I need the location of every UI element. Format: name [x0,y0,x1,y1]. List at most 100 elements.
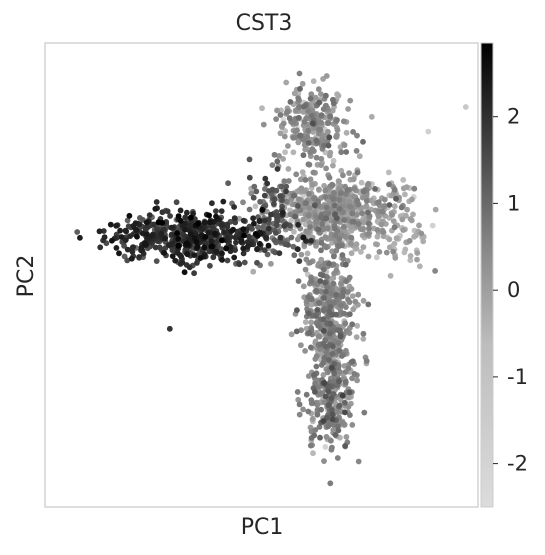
scatter-point [116,250,122,257]
scatter-point [327,113,333,120]
scatter-point [300,283,307,290]
scatter-point [342,320,349,327]
scatter-point [432,206,439,213]
scatter-point [209,200,215,207]
scatter-point [208,238,215,245]
scatter-point [100,228,107,234]
scatter-point [373,254,380,261]
scatter-point [179,259,186,266]
scatter-point [227,248,234,255]
scatter-point [322,234,329,241]
scatter-point [305,408,312,415]
scatter-point [358,179,365,186]
scatter-point [368,113,375,120]
scatter-point [207,219,213,226]
scatter-point [167,213,174,219]
scatter-point [315,198,321,205]
scatter-point [283,79,290,86]
scatter-point [281,223,288,229]
scatter-point [313,154,320,161]
scatter-point [334,409,341,415]
scatter-point [272,212,279,219]
scatter-point [356,153,363,160]
scatter-point [310,78,317,85]
scatter-point [346,170,352,177]
scatter-point [164,208,171,215]
scatter-point [310,415,316,422]
scatter-point [113,245,120,251]
scatter-point [347,97,354,104]
scatter-point [213,239,219,246]
scatter-point [391,240,398,247]
scatter-point [287,211,294,218]
scatter-point [331,225,338,232]
scatter-point [97,244,104,251]
scatter-point [307,224,313,230]
scatter-point [286,115,293,122]
scatter-point [271,237,278,244]
scatter-point [347,203,354,210]
scatter-point [300,234,307,241]
scatter-point [375,213,382,220]
scatter-point [124,217,131,224]
scatter-point [305,140,312,146]
scatter-point [313,353,320,359]
scatter-point [143,242,149,248]
scatter-point [297,85,303,92]
scatter-point [338,281,344,287]
scatter-point [320,226,327,233]
scatter-point [326,260,333,267]
scatter-point [186,264,193,271]
scatter-point [294,389,301,395]
scatter-point [300,406,306,413]
scatter-point [390,218,397,225]
scatter-point [153,258,160,264]
scatter-point [363,358,370,364]
scatter-point [191,270,198,277]
scatter-point [389,212,395,218]
scatter-point [323,349,330,356]
scatter-point [372,186,378,192]
scatter-point [177,218,184,224]
scatter-point [391,186,398,193]
scatter-point [366,225,372,232]
scatter-point [250,215,256,222]
scatter-point [407,253,414,259]
scatter-point [305,294,312,300]
scatter-point [317,391,323,397]
scatter-point [169,247,176,254]
scatter-point [175,236,182,242]
scatter-point [252,203,259,210]
scatter-point [308,112,315,119]
scatter-point [344,187,351,194]
scatter-point [340,224,347,230]
scatter-point [230,226,237,233]
scatter-point [298,342,304,349]
scatter-point [194,243,201,250]
scatter-point [354,377,360,384]
scatter-point [392,254,399,261]
scatter-point [300,152,307,159]
scatter-point [385,169,392,176]
scatter-point [325,402,332,409]
scatter-point [282,128,289,134]
scatter-point [307,95,314,102]
scatter-point [381,196,388,203]
scatter-point [312,389,318,395]
scatter-point [328,231,335,238]
scatter-point [305,108,311,114]
scatter-point [346,311,353,318]
scatter-point [402,246,409,253]
scatter-point [307,442,314,449]
scatter-point [350,176,357,182]
scatter-point [220,198,227,205]
scatter-point [313,363,320,370]
scatter-point [210,254,217,261]
scatter-point [314,307,321,313]
scatter-point [224,221,231,228]
scatter-point [246,156,253,163]
scatter-point [351,185,358,192]
scatter-point [307,220,313,226]
scatter-point [316,99,322,106]
scatter-point [231,204,238,210]
